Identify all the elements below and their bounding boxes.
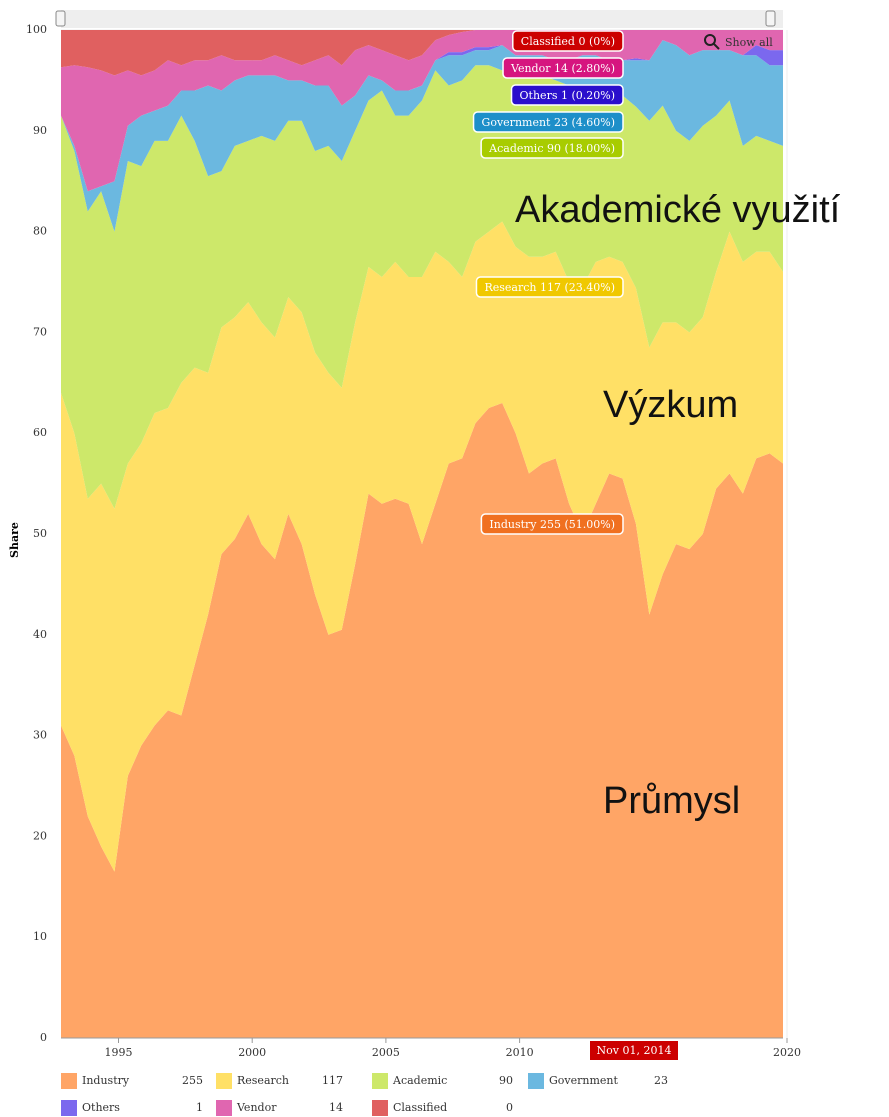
legend-count: 14: [329, 1101, 343, 1114]
x-tick-label: 2010: [506, 1046, 534, 1059]
legend-label: Research: [237, 1074, 289, 1087]
y-tick-label: 90: [33, 124, 47, 137]
legend-swatch: [372, 1100, 388, 1116]
annotation: Výzkum: [603, 384, 738, 426]
x-tick-label: 2000: [238, 1046, 266, 1059]
tooltip-box: [502, 57, 624, 79]
y-tick-label: 60: [33, 426, 47, 439]
legend-count: 1: [196, 1101, 203, 1114]
legend-count: 255: [182, 1074, 203, 1087]
x-tick-label: 2005: [372, 1046, 400, 1059]
tooltip-label: Industry 255 (51.00%): [489, 518, 615, 531]
y-tick-label: 0: [40, 1031, 47, 1044]
legend-swatch: [372, 1073, 388, 1089]
legend-swatch: [61, 1100, 77, 1116]
tooltip-label: Classified 0 (0%): [521, 35, 615, 48]
legend-label: Academic: [392, 1074, 447, 1087]
y-tick-label: 100: [26, 23, 47, 36]
y-tick-label: 80: [33, 225, 47, 238]
y-tick-label: 10: [33, 930, 47, 943]
legend-count: 90: [499, 1074, 513, 1087]
tooltip-box: [480, 513, 624, 535]
legend-label: Government: [549, 1074, 619, 1087]
zoom-reset[interactable]: Show all: [704, 34, 773, 50]
tooltip-label: Research 117 (23.40%): [484, 281, 615, 294]
y-tick-label: 50: [33, 527, 47, 540]
annotation: Akademické využití: [515, 189, 841, 231]
zoom-button[interactable]: Show all: [725, 36, 773, 49]
tooltip-box: [472, 111, 624, 133]
navigator-handle[interactable]: [765, 10, 776, 27]
legend-label: Others: [82, 1101, 120, 1114]
zoom-icon: [704, 34, 716, 46]
x-tick-label: 2020: [773, 1046, 801, 1059]
tooltip-date-box: [590, 1041, 678, 1060]
plot-area: [61, 29, 788, 1039]
legend-count: 0: [506, 1101, 513, 1114]
tooltip-date: Nov 01, 2014: [597, 1044, 672, 1057]
zoom-icon: [713, 43, 720, 50]
tooltip-label: Vendor 14 (2.80%): [510, 62, 615, 75]
areas: [61, 30, 783, 1038]
tooltip-label: Others 1 (0.20%): [520, 89, 615, 102]
area: [61, 221, 783, 872]
y-axis-title: Share: [8, 522, 21, 558]
legend-swatch: [216, 1100, 232, 1116]
legend-swatch: [61, 1073, 77, 1089]
navigator-bar[interactable]: [61, 10, 783, 28]
legend-label: Vendor: [236, 1101, 277, 1114]
tooltip-label: Academic 90 (18.00%): [488, 142, 615, 155]
tooltip-label: Government 23 (4.60%): [482, 116, 615, 129]
tooltip-box: [512, 30, 624, 52]
legend-label: Classified: [393, 1101, 447, 1114]
tooltip-box: [510, 84, 624, 106]
y-tick-label: 20: [33, 829, 47, 842]
area: [61, 402, 783, 1038]
y-tick-label: 40: [33, 628, 47, 641]
area: [61, 30, 783, 192]
legend-count: 117: [322, 1074, 343, 1087]
tooltip-box: [475, 276, 624, 298]
area: [61, 30, 783, 76]
navigator-handle[interactable]: [55, 10, 66, 27]
legend-label: Industry: [82, 1074, 130, 1087]
x-tick-label: 1995: [104, 1046, 132, 1059]
legend-swatch: [528, 1073, 544, 1089]
annotation: Průmysl: [603, 780, 740, 822]
legend-swatch: [216, 1073, 232, 1089]
legend-count: 23: [654, 1074, 668, 1087]
y-tick-label: 70: [33, 325, 47, 338]
y-tick-label: 30: [33, 729, 47, 742]
area: [61, 65, 783, 509]
tooltip-box: [480, 137, 624, 159]
